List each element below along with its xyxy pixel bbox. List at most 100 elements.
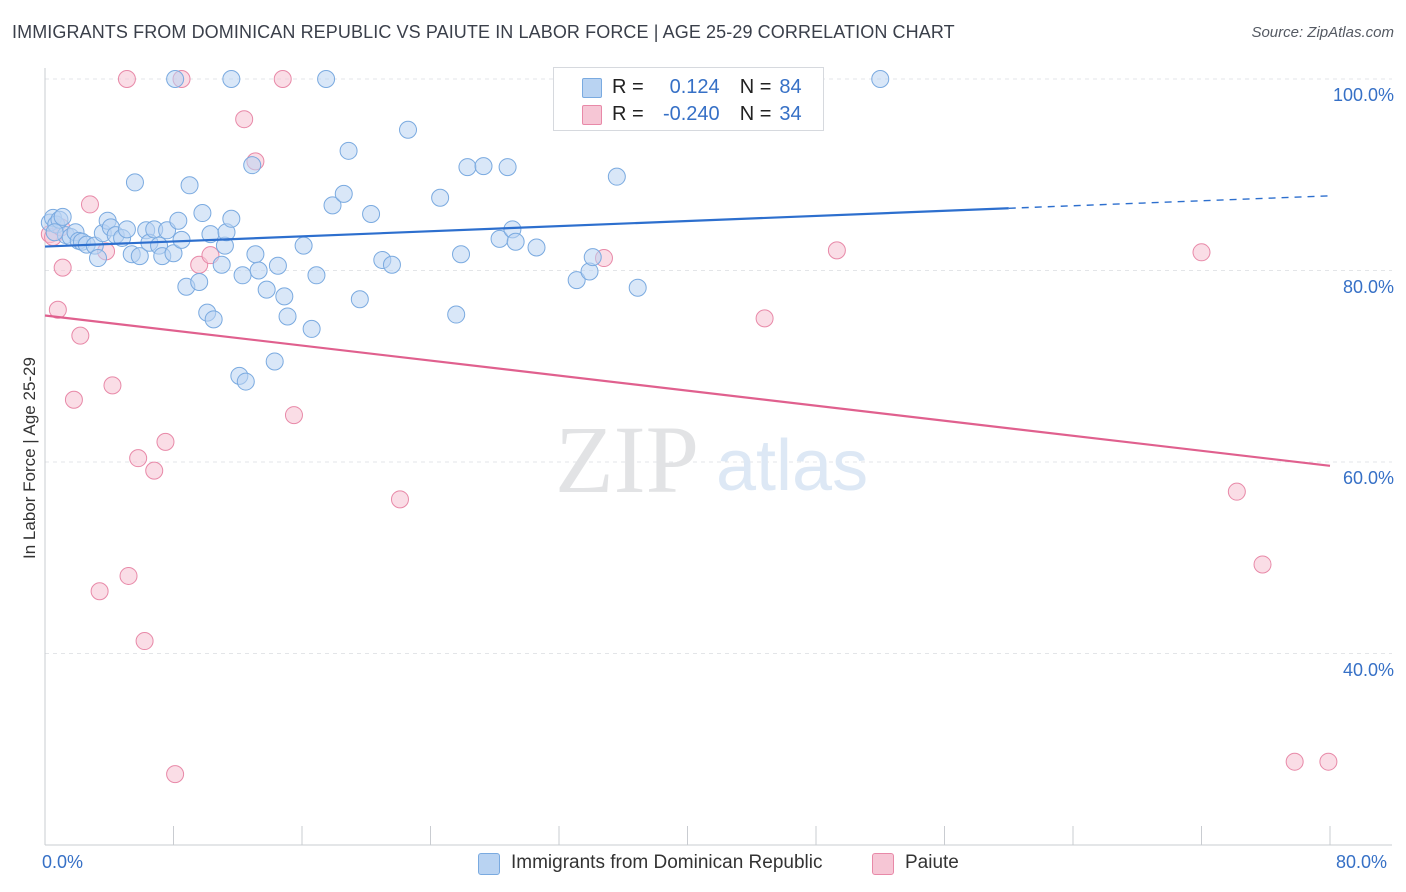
dominican-point xyxy=(275,287,294,306)
paiute-point xyxy=(273,70,292,88)
dominican-point xyxy=(222,209,241,228)
paiute-point xyxy=(145,461,164,480)
watermark-atlas: atlas xyxy=(716,426,868,506)
y-axis-label: In Labor Force | Age 25-29 xyxy=(20,357,39,559)
dominican-point xyxy=(871,70,890,88)
paiute-point xyxy=(156,432,175,451)
paiute-point xyxy=(390,490,409,509)
paiute-point xyxy=(135,632,154,651)
dominican-point xyxy=(350,290,369,309)
paiute-point xyxy=(64,390,83,409)
dominican-point xyxy=(323,196,342,215)
dominican-point xyxy=(498,158,517,177)
y-tick-label-40: 40.0% xyxy=(1342,659,1394,680)
axes xyxy=(44,68,1392,846)
bottom-legend-swatch-pink xyxy=(872,853,894,875)
trend-lines xyxy=(44,195,1331,467)
dominican-point xyxy=(607,167,626,186)
paiute-point xyxy=(755,309,774,328)
paiute-point xyxy=(827,241,846,260)
paiute-point xyxy=(117,70,136,88)
y-tick-label-80: 80.0% xyxy=(1342,276,1394,297)
dominican-point xyxy=(236,372,255,391)
bottom-legend-pink: Paiute xyxy=(905,852,959,873)
y-tick-label-60: 60.0% xyxy=(1342,468,1394,488)
dominican-point xyxy=(362,205,381,224)
dominican-point xyxy=(249,261,268,280)
paiute-point xyxy=(119,566,138,585)
dominican-point xyxy=(382,255,401,274)
dominican-point xyxy=(190,272,209,291)
dominican-point xyxy=(317,70,336,88)
r-label: R = xyxy=(612,75,644,98)
dominican-point xyxy=(89,249,108,268)
bottom-legend-blue: Immigrants from Dominican Republic xyxy=(511,852,823,873)
paiute-point xyxy=(129,449,148,468)
dominican-trend-line xyxy=(44,207,1009,248)
stats-legend: R = 0.124 N = 84 R = -0.240 N = 34 xyxy=(553,67,824,131)
legend-swatch-pink xyxy=(582,105,602,125)
chart-source: Source: ZipAtlas.com xyxy=(1251,24,1394,41)
paiute-trend-line xyxy=(44,314,1331,467)
n-value-blue: 84 xyxy=(779,75,802,98)
watermark: ZIP atlas xyxy=(555,406,868,513)
dominican-point xyxy=(307,266,326,285)
paiute-point xyxy=(1192,243,1211,262)
paiute-point xyxy=(71,326,90,345)
dominican-point xyxy=(265,352,284,371)
paiute-point xyxy=(1319,752,1338,771)
dominican-point xyxy=(431,188,450,207)
chart-title: IMMIGRANTS FROM DOMINICAN REPUBLIC VS PA… xyxy=(12,22,955,42)
dominican-point xyxy=(246,245,265,264)
dominican-point xyxy=(506,232,525,251)
paiute-point xyxy=(103,376,122,395)
dominican-point xyxy=(527,238,546,257)
dominican-points xyxy=(40,70,890,391)
bottom-legend-swatch-blue xyxy=(478,853,500,875)
n-value-pink: 34 xyxy=(779,102,802,125)
dominican-point xyxy=(204,310,223,329)
r-label: R = xyxy=(612,102,644,125)
legend-row-blue: R = 0.124 N = 84 xyxy=(612,75,802,99)
dominican-point xyxy=(302,319,321,338)
r-value-blue: 0.124 xyxy=(669,75,720,98)
dominican-point xyxy=(45,223,64,242)
dominican-point xyxy=(583,248,602,267)
dominican-point xyxy=(117,220,136,239)
x-tick-max: 80.0% xyxy=(1336,852,1388,872)
dominican-point xyxy=(628,278,647,297)
dominican-point xyxy=(164,244,183,263)
legend-row-pink: R = -0.240 N = 34 xyxy=(612,102,802,126)
dominican-point xyxy=(294,236,313,255)
y-tick-label-100: 100.0% xyxy=(1332,85,1394,105)
dominican-point xyxy=(339,141,358,160)
paiute-point xyxy=(90,582,109,601)
x-tick-min: 0.0% xyxy=(42,852,84,872)
paiute-point xyxy=(284,406,303,425)
dominican-point xyxy=(268,256,287,275)
legend-swatch-blue xyxy=(582,78,602,98)
paiute-point xyxy=(235,110,254,129)
dominican-point xyxy=(458,158,477,177)
paiute-point xyxy=(1285,752,1304,771)
dominican-point xyxy=(233,266,252,285)
dominican-point xyxy=(169,211,188,230)
dominican-point xyxy=(180,176,199,195)
dominican-point xyxy=(474,157,493,176)
dominican-point xyxy=(125,173,144,192)
watermark-zip: ZIP xyxy=(555,406,699,513)
dominican-point xyxy=(257,280,276,299)
r-value-pink: -0.240 xyxy=(662,102,720,125)
n-label: N = xyxy=(739,75,772,98)
dominican-point xyxy=(447,305,466,324)
dominican-point xyxy=(567,271,586,290)
dominican-point xyxy=(166,70,185,88)
dominican-point xyxy=(399,120,418,139)
dominican-point xyxy=(334,184,353,203)
paiute-point xyxy=(48,300,67,319)
dominican-point xyxy=(130,247,149,266)
dominican-point xyxy=(212,255,231,274)
dominican-point xyxy=(243,156,262,175)
n-label: N = xyxy=(739,102,772,125)
